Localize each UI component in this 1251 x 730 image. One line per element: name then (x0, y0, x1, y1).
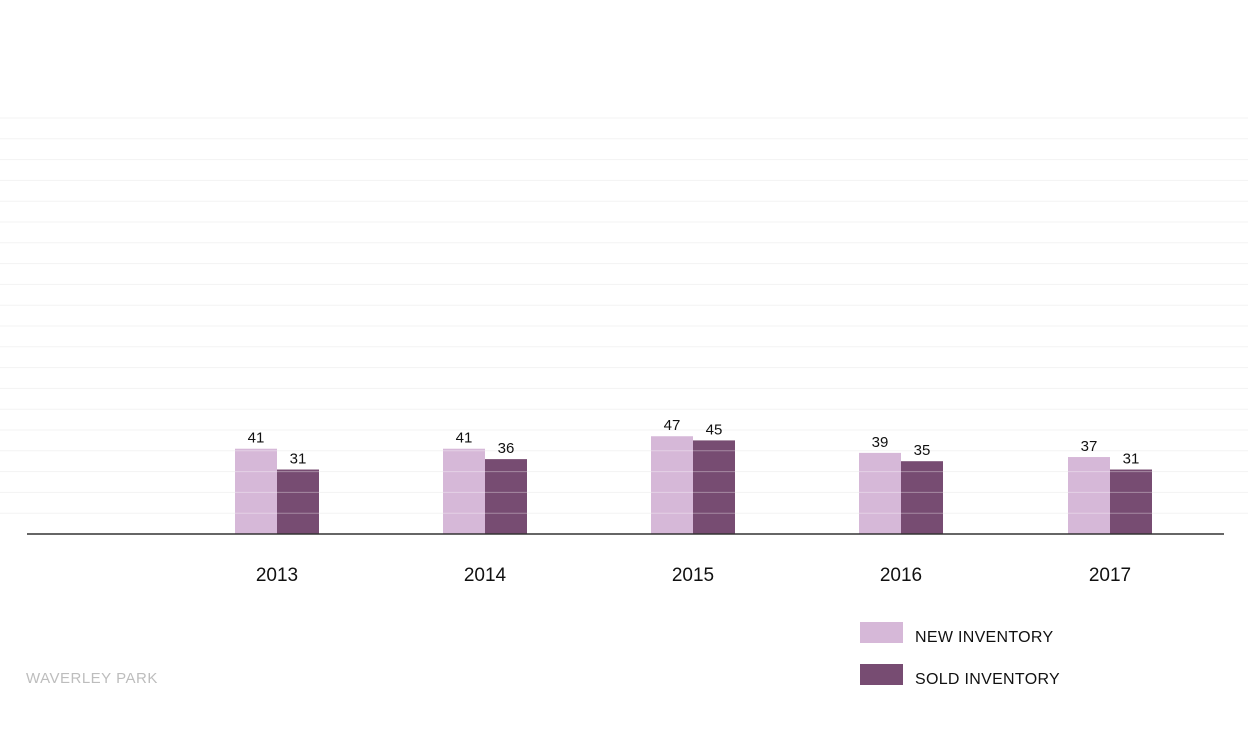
data-label: 47 (664, 417, 681, 434)
x-tick-label: 2017 (1089, 565, 1131, 586)
legend-swatch-sold-inventory (860, 664, 903, 685)
new-inventory-bar (651, 436, 693, 534)
value-labels: 41 41 47 39 37 31 36 45 35 31 (248, 417, 1140, 467)
legend-label-new-inventory: NEW INVENTORY (915, 629, 1053, 646)
new-inventory-bar (443, 448, 485, 534)
data-label: 31 (290, 451, 307, 468)
new-inventory-bar (859, 452, 901, 534)
new-inventory-bar (1068, 457, 1110, 534)
data-label: 36 (498, 440, 515, 457)
new-inventory-bar (235, 448, 277, 534)
data-label: 41 (456, 430, 473, 447)
data-label: 41 (248, 430, 265, 447)
sold-inventory-bar (1110, 469, 1152, 534)
data-label: 39 (872, 434, 889, 451)
bars (235, 436, 1152, 534)
x-tick-label: 2014 (464, 565, 507, 586)
x-tick-label: 2016 (880, 565, 922, 586)
legend-label-sold-inventory: SOLD INVENTORY (915, 671, 1060, 688)
sold-inventory-bar (485, 459, 527, 534)
legend-swatch-new-inventory (860, 622, 903, 643)
data-label: 35 (914, 442, 931, 459)
x-tick-label: 2013 (256, 565, 298, 586)
x-tick-label: 2015 (672, 565, 714, 586)
data-label: 45 (706, 421, 723, 438)
data-label: 31 (1123, 451, 1140, 468)
sold-inventory-bar (901, 461, 943, 534)
x-tick-labels: 2013 2014 2015 2016 2017 (256, 565, 1131, 586)
sold-inventory-bar (693, 440, 735, 534)
data-label: 37 (1081, 438, 1098, 455)
legend: NEW INVENTORY SOLD INVENTORY (860, 622, 1060, 688)
grid-lines (0, 117, 1248, 514)
brand-label: WAVERLEY PARK (26, 670, 158, 687)
sold-inventory-bar (277, 469, 319, 534)
